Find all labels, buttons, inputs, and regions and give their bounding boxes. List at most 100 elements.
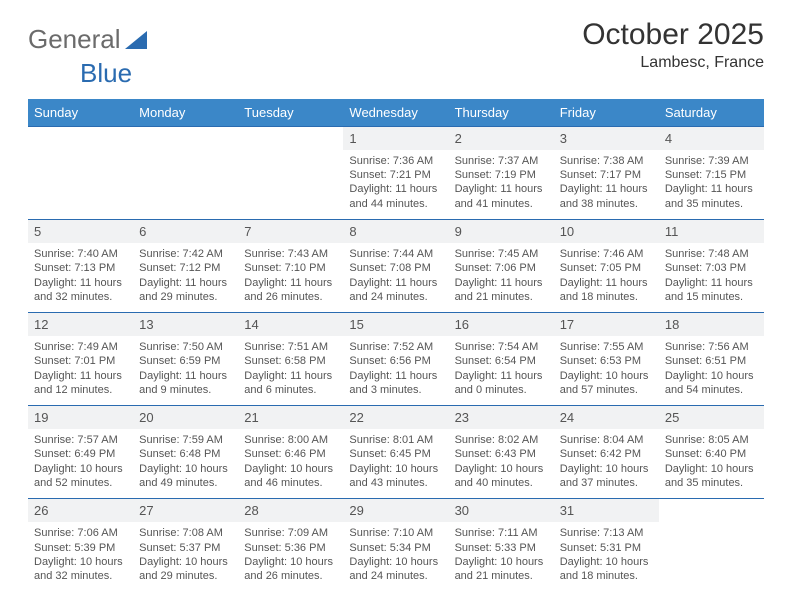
day-number-cell: 15: [343, 312, 448, 336]
week-daynum-row: 19202122232425: [28, 405, 764, 429]
day-dl1: Daylight: 10 hours: [34, 555, 127, 569]
day-content-cell: [659, 522, 764, 591]
weekday-saturday: Saturday: [659, 99, 764, 126]
day-sunset: Sunset: 7:03 PM: [665, 261, 758, 275]
day-dl1: Daylight: 11 hours: [349, 369, 442, 383]
day-number: 17: [560, 315, 653, 334]
day-sunrise: Sunrise: 8:00 AM: [244, 433, 337, 447]
day-dl1: Daylight: 10 hours: [560, 555, 653, 569]
day-sunset: Sunset: 6:45 PM: [349, 447, 442, 461]
day-number: 22: [349, 408, 442, 427]
day-number-cell: 8: [343, 219, 448, 243]
day-number-cell: 24: [554, 405, 659, 429]
day-sunrise: Sunrise: 7:50 AM: [139, 340, 232, 354]
day-content-cell: [28, 150, 133, 219]
day-sunrise: Sunrise: 7:44 AM: [349, 247, 442, 261]
day-sunset: Sunset: 6:42 PM: [560, 447, 653, 461]
day-number-cell: [28, 126, 133, 150]
day-number-cell: 27: [133, 498, 238, 522]
day-dl1: Daylight: 11 hours: [665, 182, 758, 196]
day-sunset: Sunset: 7:05 PM: [560, 261, 653, 275]
day-content-cell: Sunrise: 7:45 AMSunset: 7:06 PMDaylight:…: [449, 243, 554, 312]
day-content-cell: Sunrise: 8:05 AMSunset: 6:40 PMDaylight:…: [659, 429, 764, 498]
day-dl1: Daylight: 11 hours: [34, 276, 127, 290]
day-number-cell: 14: [238, 312, 343, 336]
day-sunrise: Sunrise: 7:06 AM: [34, 526, 127, 540]
day-dl2: and 26 minutes.: [244, 569, 337, 583]
day-content-cell: Sunrise: 7:52 AMSunset: 6:56 PMDaylight:…: [343, 336, 448, 405]
day-number: 8: [349, 222, 442, 241]
day-dl2: and 3 minutes.: [349, 383, 442, 397]
calendar-body: 1234 Sunrise: 7:36 AMSunset: 7:21 PM Dayli…: [28, 126, 764, 591]
calendar-table: Sunday Monday Tuesday Wednesday Thursday…: [28, 99, 764, 591]
week-daynum-row: 12131415161718: [28, 312, 764, 336]
day-dl2: and 57 minutes.: [560, 383, 653, 397]
day-sunset: Sunset: 7:21 PM: [349, 168, 442, 182]
brand-part1: General: [28, 24, 121, 55]
day-number-cell: [238, 126, 343, 150]
day-sunset: Sunset: 5:36 PM: [244, 541, 337, 555]
day-sunrise: Sunrise: 7:11 AM: [455, 526, 548, 540]
day-dl1: Daylight: 10 hours: [244, 555, 337, 569]
day-dl1: Daylight: 10 hours: [349, 462, 442, 476]
month-title: October 2025: [582, 18, 764, 52]
day-dl2: and 43 minutes.: [349, 476, 442, 490]
day-number: 5: [34, 222, 127, 241]
day-sunrise: Sunrise: 7:43 AM: [244, 247, 337, 261]
heading: October 2025 Lambesc, France: [582, 18, 764, 72]
day-number: 19: [34, 408, 127, 427]
day-sunset: Sunset: 7:15 PM: [665, 168, 758, 182]
day-sunrise: Sunrise: 7:46 AM: [560, 247, 653, 261]
day-dl1: Daylight: 11 hours: [349, 276, 442, 290]
day-sunrise: Sunrise: 7:48 AM: [665, 247, 758, 261]
brand-part2: Blue: [80, 58, 132, 88]
day-content-cell: Sunrise: 7:11 AMSunset: 5:33 PMDaylight:…: [449, 522, 554, 591]
week-daynum-row: 262728293031: [28, 498, 764, 522]
day-sunrise: Sunrise: 7:59 AM: [139, 433, 232, 447]
day-number: 11: [665, 222, 758, 241]
day-number-cell: [659, 498, 764, 522]
day-sunset: Sunset: 6:53 PM: [560, 354, 653, 368]
day-sunset: Sunset: 7:12 PM: [139, 261, 232, 275]
day-sunrise: Sunrise: 7:38 AM: [560, 154, 653, 168]
day-number: 3: [560, 129, 653, 148]
day-sunset: Sunset: 6:49 PM: [34, 447, 127, 461]
day-dl2: and 40 minutes.: [455, 476, 548, 490]
day-dl1: Daylight: 10 hours: [455, 462, 548, 476]
day-sunrise: Sunrise: 7:39 AM: [665, 154, 758, 168]
day-dl2: and 49 minutes.: [139, 476, 232, 490]
day-dl1: Daylight: 11 hours: [560, 276, 653, 290]
day-number: 24: [560, 408, 653, 427]
day-number: 31: [560, 501, 653, 520]
day-number: 4: [665, 129, 758, 148]
day-dl1: Daylight: 11 hours: [139, 369, 232, 383]
day-number-cell: 23: [449, 405, 554, 429]
day-content-cell: Sunrise: 7:44 AMSunset: 7:08 PMDaylight:…: [343, 243, 448, 312]
day-sunrise: Sunrise: 7:45 AM: [455, 247, 548, 261]
day-sunset: Sunset: 6:51 PM: [665, 354, 758, 368]
day-sunset: Sunset: 7:01 PM: [34, 354, 127, 368]
week-daynum-row: 1234: [28, 126, 764, 150]
day-content-cell: Sunrise: 7:39 AMSunset: 7:15 PMDaylight:…: [659, 150, 764, 219]
day-content-cell: Sunrise: 7:48 AMSunset: 7:03 PMDaylight:…: [659, 243, 764, 312]
day-dl2: and 46 minutes.: [244, 476, 337, 490]
day-content-cell: Sunrise: 7:54 AMSunset: 6:54 PMDaylight:…: [449, 336, 554, 405]
week-content-row: Sunrise: 7:57 AMSunset: 6:49 PMDaylight:…: [28, 429, 764, 498]
day-sunset: Sunset: 7:13 PM: [34, 261, 127, 275]
day-number-cell: 21: [238, 405, 343, 429]
day-dl2: and 15 minutes.: [665, 290, 758, 304]
day-content-cell: Sunrise: 7:51 AMSunset: 6:58 PMDaylight:…: [238, 336, 343, 405]
day-number: 10: [560, 222, 653, 241]
day-content-cell: Sunrise: 7:50 AMSunset: 6:59 PMDaylight:…: [133, 336, 238, 405]
day-number-cell: 19: [28, 405, 133, 429]
day-dl2: and 9 minutes.: [139, 383, 232, 397]
brand-logo: General: [28, 24, 147, 55]
day-sunrise: Sunrise: 8:04 AM: [560, 433, 653, 447]
day-sunrise: Sunrise: 7:36 AM: [349, 154, 442, 168]
day-number-cell: 26: [28, 498, 133, 522]
day-dl2: and 37 minutes.: [560, 476, 653, 490]
day-sunrise: Sunrise: 7:51 AM: [244, 340, 337, 354]
day-number: 16: [455, 315, 548, 334]
day-sunset: Sunset: 6:54 PM: [455, 354, 548, 368]
day-number-cell: 3: [554, 126, 659, 150]
